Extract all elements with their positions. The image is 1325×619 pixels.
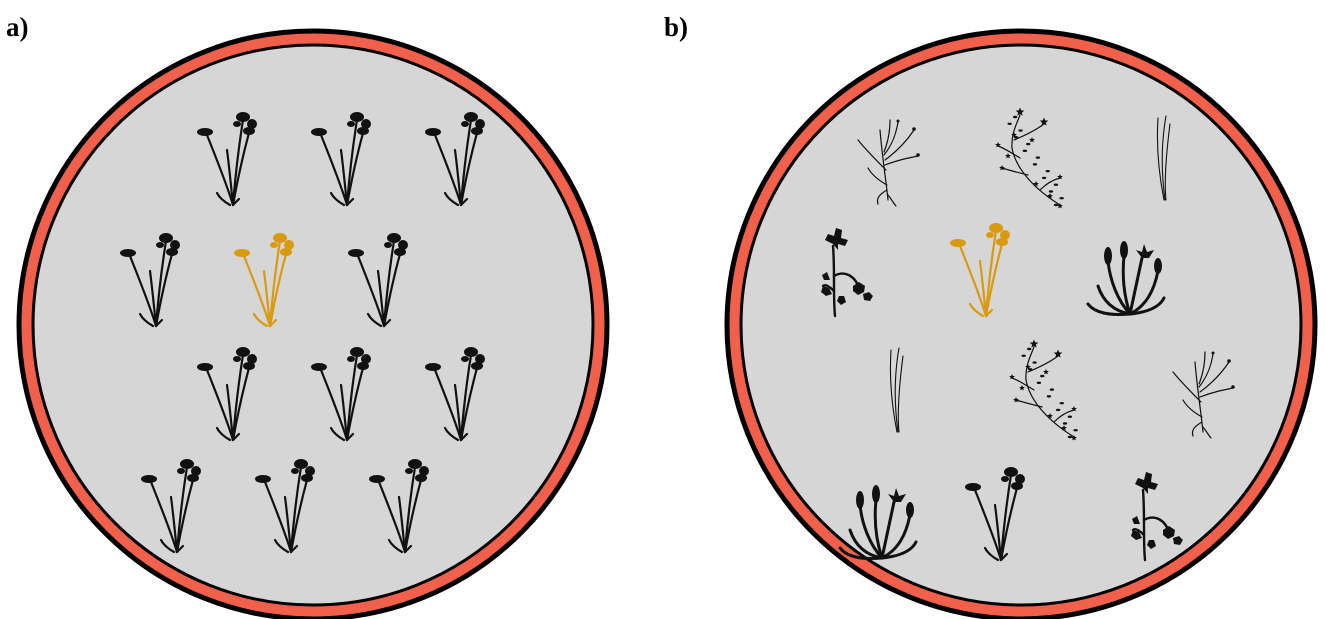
plant-cowslip [425,347,485,442]
plot-b [724,28,1318,619]
plant-cowslip [311,347,371,442]
plant-tulip-rosette [1086,241,1166,316]
plot-interior [739,43,1303,607]
plant-rooted-sprig [1172,351,1235,439]
plant-cowslip [197,112,257,207]
plant-leafy-forb [1131,472,1183,562]
plant-cowslip [311,112,371,207]
plant-cowslip [425,112,485,207]
plant-leafy-forb [821,228,873,318]
panel-a-label: a) [6,12,29,42]
plant-cowslip [141,459,201,554]
focal-plant-cowslip [950,223,1010,318]
focal-plant-cowslip [234,233,294,328]
plant-cowslip [197,347,257,442]
plant-cowslip [120,233,180,328]
plant-cowslip [348,233,408,328]
plot-interior [31,43,595,607]
plant-cowslip [369,459,429,554]
plant-grass-blade [1156,115,1171,201]
plant-cowslip [965,467,1025,562]
plant-rooted-sprig [857,119,920,207]
plant-grass-blade [889,347,904,433]
plot-a [16,28,610,619]
plant-tulip-rosette [838,485,918,560]
plant-cowslip [255,459,315,554]
plant-starry-herb [995,107,1064,209]
panel-b-label: b) [664,12,689,42]
plant-starry-herb [1009,339,1078,441]
